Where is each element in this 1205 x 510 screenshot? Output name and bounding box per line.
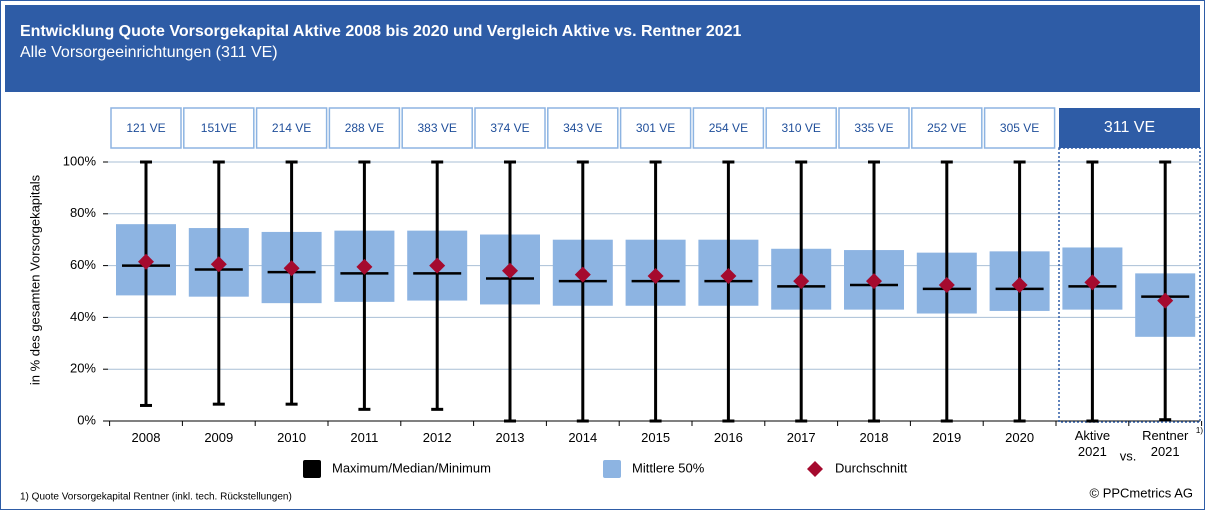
sample-label-2021: 311 VE xyxy=(1104,119,1155,136)
x-tick-label: 2016 xyxy=(713,430,743,445)
sample-label: 288 VE xyxy=(345,121,384,135)
sample-box xyxy=(474,107,546,149)
y-tick-label: 40% xyxy=(70,309,96,324)
x-tick-label: 2010 xyxy=(277,430,307,445)
sample-label: 310 VE xyxy=(782,121,821,135)
mean-marker xyxy=(574,266,591,283)
sample-box xyxy=(983,107,1056,149)
sample-label: 374 VE xyxy=(490,121,529,135)
y-tick-label: 80% xyxy=(70,205,96,220)
mean-marker xyxy=(720,267,737,284)
sample-box xyxy=(110,107,182,149)
mean-marker xyxy=(866,273,882,290)
mean-marker xyxy=(502,262,518,279)
sample-label: 301 VE xyxy=(636,121,675,135)
mean-marker xyxy=(1084,274,1101,291)
sample-label: 214 VE xyxy=(272,121,311,135)
sample-box xyxy=(619,107,692,149)
sample-label: 121 VE xyxy=(126,121,165,135)
chart-title: Entwicklung Quote Vorsorgekapital Aktive… xyxy=(20,23,742,40)
legend-label: Mittlere 50% xyxy=(632,460,705,475)
legend-label: Maximum/Median/Minimum xyxy=(332,460,491,475)
x-tick-label: 2012 xyxy=(422,430,452,445)
sample-label: 254 VE xyxy=(709,121,748,135)
x-tick-label: 2008 xyxy=(131,430,161,445)
sample-label: 151VE xyxy=(201,121,237,135)
sample-label: 305 VE xyxy=(1000,121,1039,135)
sample-label: 335 VE xyxy=(854,121,893,135)
mean-marker xyxy=(647,267,664,284)
x-tick-label: Aktive 2021 xyxy=(1074,428,1111,459)
y-tick-label: 0% xyxy=(77,412,96,427)
mean-marker xyxy=(210,256,227,273)
chart-subtitle: Alle Vorsorgeeinrichtungen (311 VE) xyxy=(20,44,278,61)
x-tick-label: 2015 xyxy=(641,430,671,445)
mean-marker xyxy=(1011,277,1028,294)
x-tick-label: Rentner 2021 xyxy=(1142,428,1189,459)
sample-box xyxy=(911,107,983,149)
mean-marker xyxy=(283,260,300,277)
x-tick-label: 2014 xyxy=(568,430,598,445)
sample-box xyxy=(765,107,837,149)
sample-box xyxy=(838,107,910,149)
legend-swatch xyxy=(303,460,321,478)
x-tick-label: 2019 xyxy=(932,430,962,445)
x-tick-label: 2009 xyxy=(204,430,234,445)
mean-marker xyxy=(1157,292,1174,309)
x-tick-label: 2017 xyxy=(786,430,816,445)
mean-marker xyxy=(793,273,810,290)
y-tick-label: 20% xyxy=(70,361,96,376)
vs-label: vs. xyxy=(1120,448,1137,463)
source: © PPCmetrics AG xyxy=(1090,485,1194,500)
sample-box xyxy=(547,107,619,149)
x-tick-label: 2013 xyxy=(495,430,525,445)
footnote: 1) Quote Vorsorgekapital Rentner (inkl. … xyxy=(20,492,292,503)
highlight-frame xyxy=(1058,147,1201,423)
x-tick-label: 2020 xyxy=(1005,430,1035,445)
footnote-marker: 1) xyxy=(1196,426,1203,435)
mean-marker xyxy=(356,258,373,275)
sample-box-2021 xyxy=(1059,108,1200,148)
y-tick-label: 100% xyxy=(63,153,97,168)
mean-marker xyxy=(138,253,154,270)
legend-label: Durchschnitt xyxy=(835,460,908,475)
sample-box xyxy=(183,107,255,149)
mean-marker xyxy=(429,257,446,274)
sample-label: 343 VE xyxy=(563,121,602,135)
sample-box xyxy=(328,107,401,149)
legend-swatch xyxy=(807,461,823,477)
x-tick-label: 2018 xyxy=(859,430,889,445)
y-tick-label: 60% xyxy=(70,257,96,272)
x-tick-label: 2011 xyxy=(350,430,379,445)
sample-box xyxy=(401,107,473,149)
header xyxy=(5,5,1200,92)
sample-label: 383 VE xyxy=(418,121,457,135)
mean-marker xyxy=(938,277,955,294)
legend-swatch xyxy=(603,460,621,478)
sample-box xyxy=(255,107,328,149)
y-axis-label: in % des gesamten Vorsorgekapitals xyxy=(27,174,42,385)
sample-label: 252 VE xyxy=(927,121,966,135)
sample-box xyxy=(692,107,765,149)
